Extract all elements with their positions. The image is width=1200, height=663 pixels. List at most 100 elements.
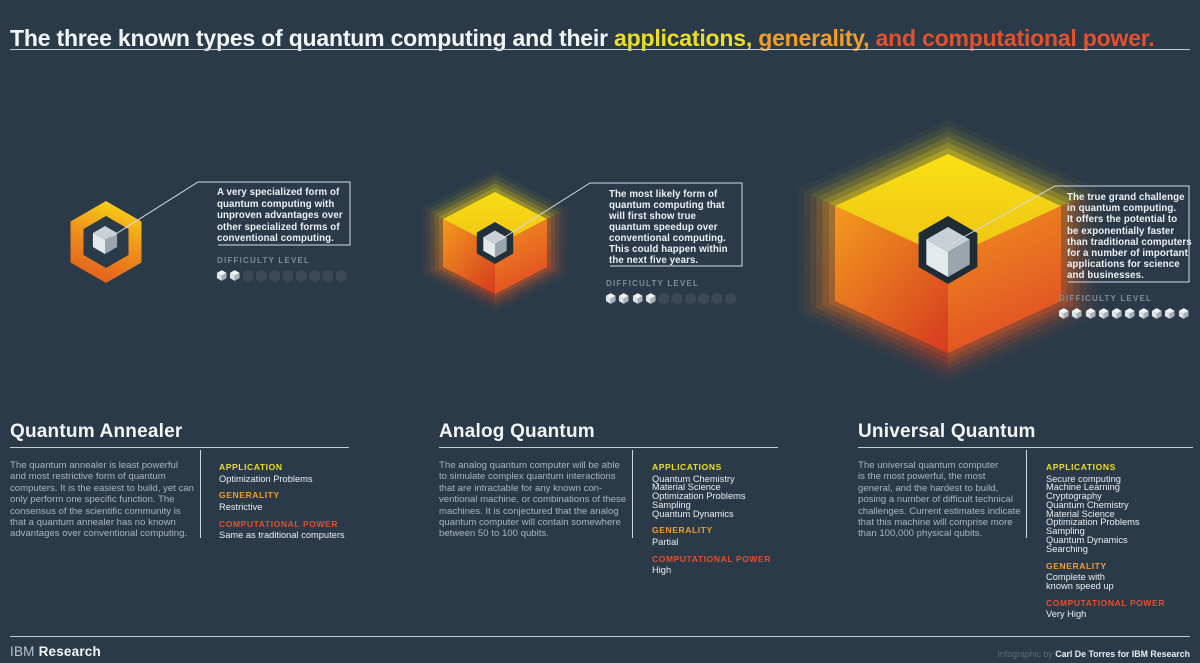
page-title: The three known types of quantum computi… [10,25,1190,52]
section-description-annealer: The quantum annealer is least powerful a… [10,460,194,540]
footer-divider [10,636,1190,637]
difficulty-hex-dim-icon [255,269,267,282]
stat-group: COMPUTATIONAL POWER Very High [1046,598,1196,619]
difficulty-hex-dim-icon [684,292,696,305]
difficulty-cube-icon [1138,308,1149,319]
section-title-universal: Universal Quantum [858,421,1036,442]
difficulty-cube-icon [645,293,656,304]
stat-value: Optimization Problems [219,473,313,484]
difficulty-label: DIFFICULTY LEVEL [217,256,311,265]
difficulty-meter [1058,307,1191,320]
stat-group: GENERALITY Complete with known speed up [1046,561,1196,591]
difficulty-block-universal: DIFFICULTY LEVEL [1058,294,1191,320]
difficulty-cube-icon [1152,308,1162,319]
research-logo-text: Research [38,644,101,659]
stat-label: APPLICATIONS [652,462,722,472]
difficulty-hex-dim-icon [295,269,307,282]
universal-cube-icon [803,125,1093,380]
difficulty-cube-icon [1125,308,1136,319]
section-description-analog: The analog quantum computer will be able… [439,460,627,540]
stat-value: Secure computing Machine Learning Crypto… [1046,473,1140,554]
callout-connector-annealer [110,181,351,246]
vertical-divider [632,450,633,538]
stats-annealer: APPLICATION Optimization Problems GENERALI… [219,462,354,547]
difficulty-cube-icon [1178,308,1189,319]
section-description-universal: The universal quantum computer is the mo… [858,460,1021,540]
stat-value: Restrictive [219,501,263,512]
stat-label: APPLICATIONS [1046,462,1116,472]
difficulty-hex-dim-icon [282,269,294,282]
stat-group: APPLICATIONS Quantum Chemistry Material S… [652,462,787,518]
difficulty-label: DIFFICULTY LEVEL [606,279,700,288]
stat-value: Partial [652,536,679,547]
vertical-divider [1026,450,1027,538]
stat-group: APPLICATION Optimization Problems [219,462,354,483]
title-generality: generality, [758,25,876,52]
difficulty-cube-icon [1072,308,1082,319]
difficulty-label: DIFFICULTY LEVEL [1059,294,1153,303]
callout-connector-analog [499,182,743,267]
section-title-annealer: Quantum Annealer [10,421,183,442]
analog-inner-cube [483,230,507,258]
callout-connector-universal [950,185,1190,283]
difficulty-meter [216,269,349,282]
difficulty-hex-dim-icon [309,269,321,282]
stat-label: COMPUTATIONAL POWER [652,553,772,564]
stat-value: Same as traditional computers [219,530,345,541]
title-applications: applications, [614,25,759,52]
stats-universal: APPLICATIONS Secure computing Machine Lea… [1046,462,1196,626]
stat-group: GENERALITY Partial [652,525,787,546]
difficulty-cube-icon [632,293,643,304]
callout-annealer: A very specialized form of quantum compu… [217,187,343,245]
difficulty-block-analog: DIFFICULTY LEVEL [605,279,738,305]
difficulty-cube-icon [1085,308,1096,319]
difficulty-cube-icon [605,293,616,304]
difficulty-hex-dim-icon [711,292,723,305]
callout-analog: The most likely form of quantum computin… [609,189,728,266]
annealer-inner-cube [92,226,118,254]
callout-universal: The true grand challenge in quantum comp… [1067,192,1192,282]
credit-line: Infographic by Carl De Torres for IBM Re… [998,649,1191,659]
stat-group: GENERALITY Restrictive [219,490,354,511]
stat-group: APPLICATIONS Secure computing Machine Lea… [1046,462,1196,554]
section-divider [858,447,1193,448]
stat-label: COMPUTATIONAL POWER [219,518,339,529]
title-power: and computational power. [875,25,1155,52]
credit-name: Carl De Torres for IBM Research [1055,649,1190,659]
difficulty-cube-icon [1112,308,1122,319]
stat-group: COMPUTATIONAL POWER High [652,554,787,575]
stat-label: COMPUTATIONAL POWER [1046,597,1166,608]
credit-prefix: Infographic by [997,649,1056,659]
difficulty-hex-dim-icon [724,292,736,305]
difficulty-hex-dim-icon [269,269,281,282]
stat-group: COMPUTATIONAL POWER Same as traditional c… [219,519,354,540]
section-title-analog: Analog Quantum [439,421,595,442]
analog-cube-icon [422,170,568,314]
difficulty-hex-dim-icon [658,292,670,305]
difficulty-cube-icon [216,270,227,281]
stat-label: GENERALITY [219,490,280,501]
difficulty-cube-icon [1058,308,1069,319]
stat-value: Very High [1046,609,1087,620]
stat-label: GENERALITY [1046,560,1107,571]
difficulty-block-annealer: DIFFICULTY LEVEL [216,256,349,282]
stat-value: Quantum Chemistry Material Science Optim… [652,473,746,519]
stats-analog: APPLICATIONS Quantum Chemistry Material S… [652,462,787,582]
title-divider [10,49,1190,50]
universal-inner-cube [926,227,970,277]
stat-label: GENERALITY [652,525,713,536]
ibm-research-logo: IBM Research [10,644,101,659]
vertical-divider [200,450,201,538]
difficulty-hex-dim-icon [335,269,347,282]
difficulty-hex-dim-icon [698,292,710,305]
stat-value: Complete with known speed up [1046,572,1114,591]
difficulty-cube-icon [1165,308,1175,319]
section-divider [10,447,349,448]
section-divider [439,447,778,448]
stat-label: APPLICATION [219,462,283,472]
difficulty-meter [605,292,738,305]
ibm-logo-text: IBM [10,644,35,659]
difficulty-hex-dim-icon [671,292,683,305]
